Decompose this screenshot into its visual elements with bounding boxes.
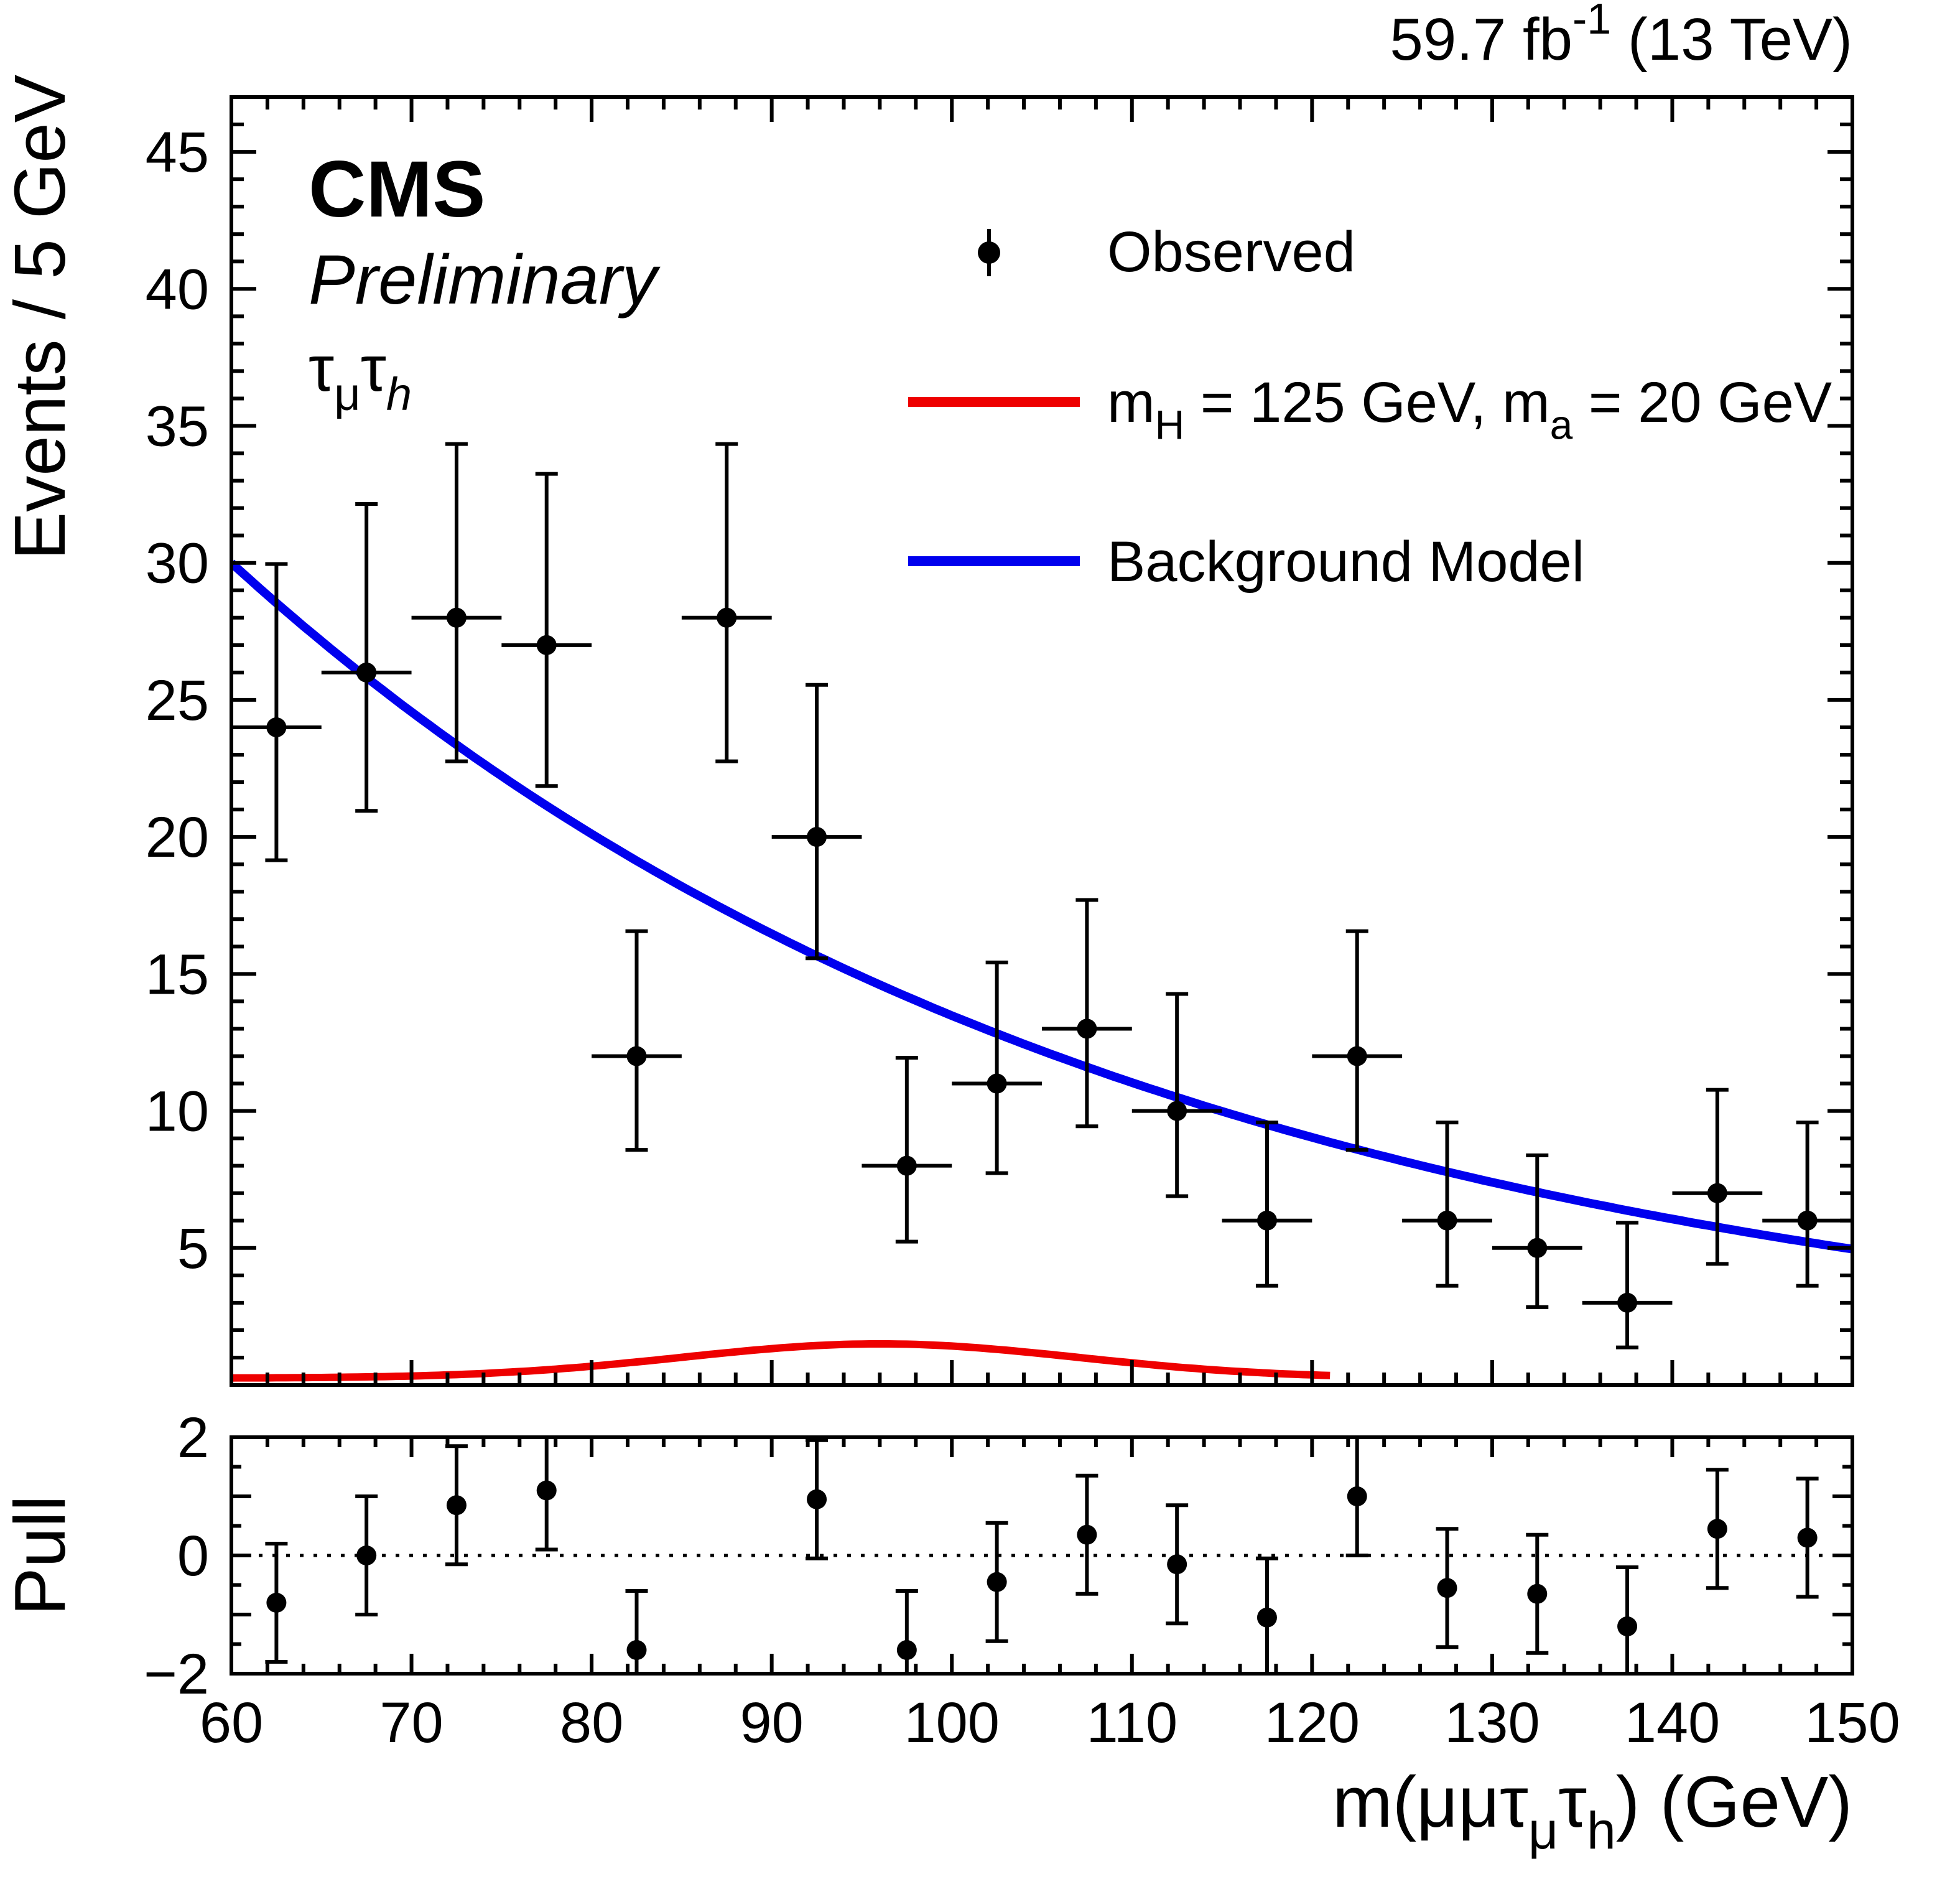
data-point <box>501 472 592 788</box>
data-point <box>1222 1121 1312 1288</box>
data-point <box>1672 1088 1763 1266</box>
background-model-curve <box>231 559 1852 1254</box>
signal-curve <box>231 1340 1331 1382</box>
x-axis-title: m(μμτμτh) (GeV) <box>1332 1761 1852 1860</box>
data-point <box>1255 1556 1278 1674</box>
data-point <box>771 683 862 961</box>
legend-observed-marker-icon <box>978 241 1000 264</box>
data-point <box>1492 1153 1582 1309</box>
tick-label: −2 <box>144 1643 209 1706</box>
curves <box>231 559 1852 1382</box>
tick-label: 5 <box>177 1217 209 1280</box>
data-point <box>806 1438 829 1560</box>
pull-axis-title: Pull <box>0 1495 80 1615</box>
data-point <box>985 1521 1008 1643</box>
tick-label: 100 <box>904 1691 1000 1755</box>
y-axis-title: Events / 5 GeV <box>0 75 80 560</box>
tick-label: 120 <box>1265 1691 1360 1755</box>
tick-label: 15 <box>146 943 209 1006</box>
data-point <box>1582 1221 1673 1350</box>
legend-observed-label: Observed <box>1107 220 1355 284</box>
plot-content <box>231 442 1852 1674</box>
data-point <box>321 502 412 813</box>
data-point <box>1042 898 1132 1129</box>
tick-label: 140 <box>1625 1691 1721 1755</box>
data-point <box>625 1589 648 1674</box>
tick-label: 30 <box>146 532 209 595</box>
channel-label: τμτh <box>309 333 412 420</box>
data-point <box>1131 992 1222 1198</box>
tick-label: 70 <box>379 1691 443 1755</box>
tick-label: 150 <box>1804 1691 1900 1755</box>
tick-label: 25 <box>146 669 209 732</box>
tick-label: 10 <box>146 1080 209 1144</box>
tick-label: 35 <box>146 395 209 459</box>
tick-label: 110 <box>1086 1691 1177 1755</box>
data-point <box>1436 1527 1459 1649</box>
tick-label: 0 <box>177 1524 209 1588</box>
data-point <box>1616 1565 1639 1674</box>
data-point <box>1526 1532 1549 1655</box>
data-point <box>1796 1476 1819 1599</box>
tick-label: 60 <box>200 1691 263 1755</box>
main-panel-frame <box>230 95 1854 1387</box>
legend-background-label: Background Model <box>1107 530 1584 594</box>
data-point <box>681 442 772 763</box>
pull-points <box>265 1437 1819 1674</box>
data-point <box>592 929 682 1152</box>
legend-signal-label: mH = 125 GeV, ma = 20 GeV <box>1107 371 1832 448</box>
tick-label: 130 <box>1444 1691 1540 1755</box>
observed-points <box>231 442 1852 1350</box>
data-point <box>1312 929 1403 1152</box>
preliminary-label: Preliminary <box>309 241 661 319</box>
data-point <box>1706 1468 1729 1590</box>
legend: Observed mH = 125 GeV, ma = 20 GeV Backg… <box>908 220 1832 594</box>
cms-label: CMS <box>309 145 485 234</box>
data-point <box>445 1444 468 1567</box>
data-point <box>1166 1503 1189 1626</box>
luminosity-label: 59.7 fb-1 (13 TeV) <box>1390 0 1852 73</box>
data-point <box>355 1494 378 1616</box>
data-point <box>535 1437 558 1552</box>
tick-label: 20 <box>146 806 209 869</box>
axis-ticks <box>230 95 1854 1676</box>
data-point <box>862 1056 952 1244</box>
data-point <box>231 562 322 862</box>
tick-label: 45 <box>146 121 209 184</box>
data-point <box>895 1589 918 1674</box>
data-point <box>265 1542 288 1664</box>
axes-and-frames: 60 70 80 90 100 110 120 130 140 15051015202530354… <box>144 95 1900 1755</box>
tick-label: 90 <box>740 1691 803 1755</box>
tick-label: 40 <box>146 258 209 321</box>
data-point <box>1075 1473 1098 1596</box>
data-point <box>411 442 502 763</box>
tick-label: 2 <box>177 1406 209 1470</box>
data-point <box>1402 1121 1492 1288</box>
data-point <box>1762 1121 1852 1288</box>
data-point <box>952 960 1042 1175</box>
axis-tick-labels: 60 70 80 90 100 110 120 130 140 15051015202530354… <box>144 121 1900 1755</box>
tick-label: 80 <box>560 1691 623 1755</box>
data-point <box>1345 1437 1368 1557</box>
